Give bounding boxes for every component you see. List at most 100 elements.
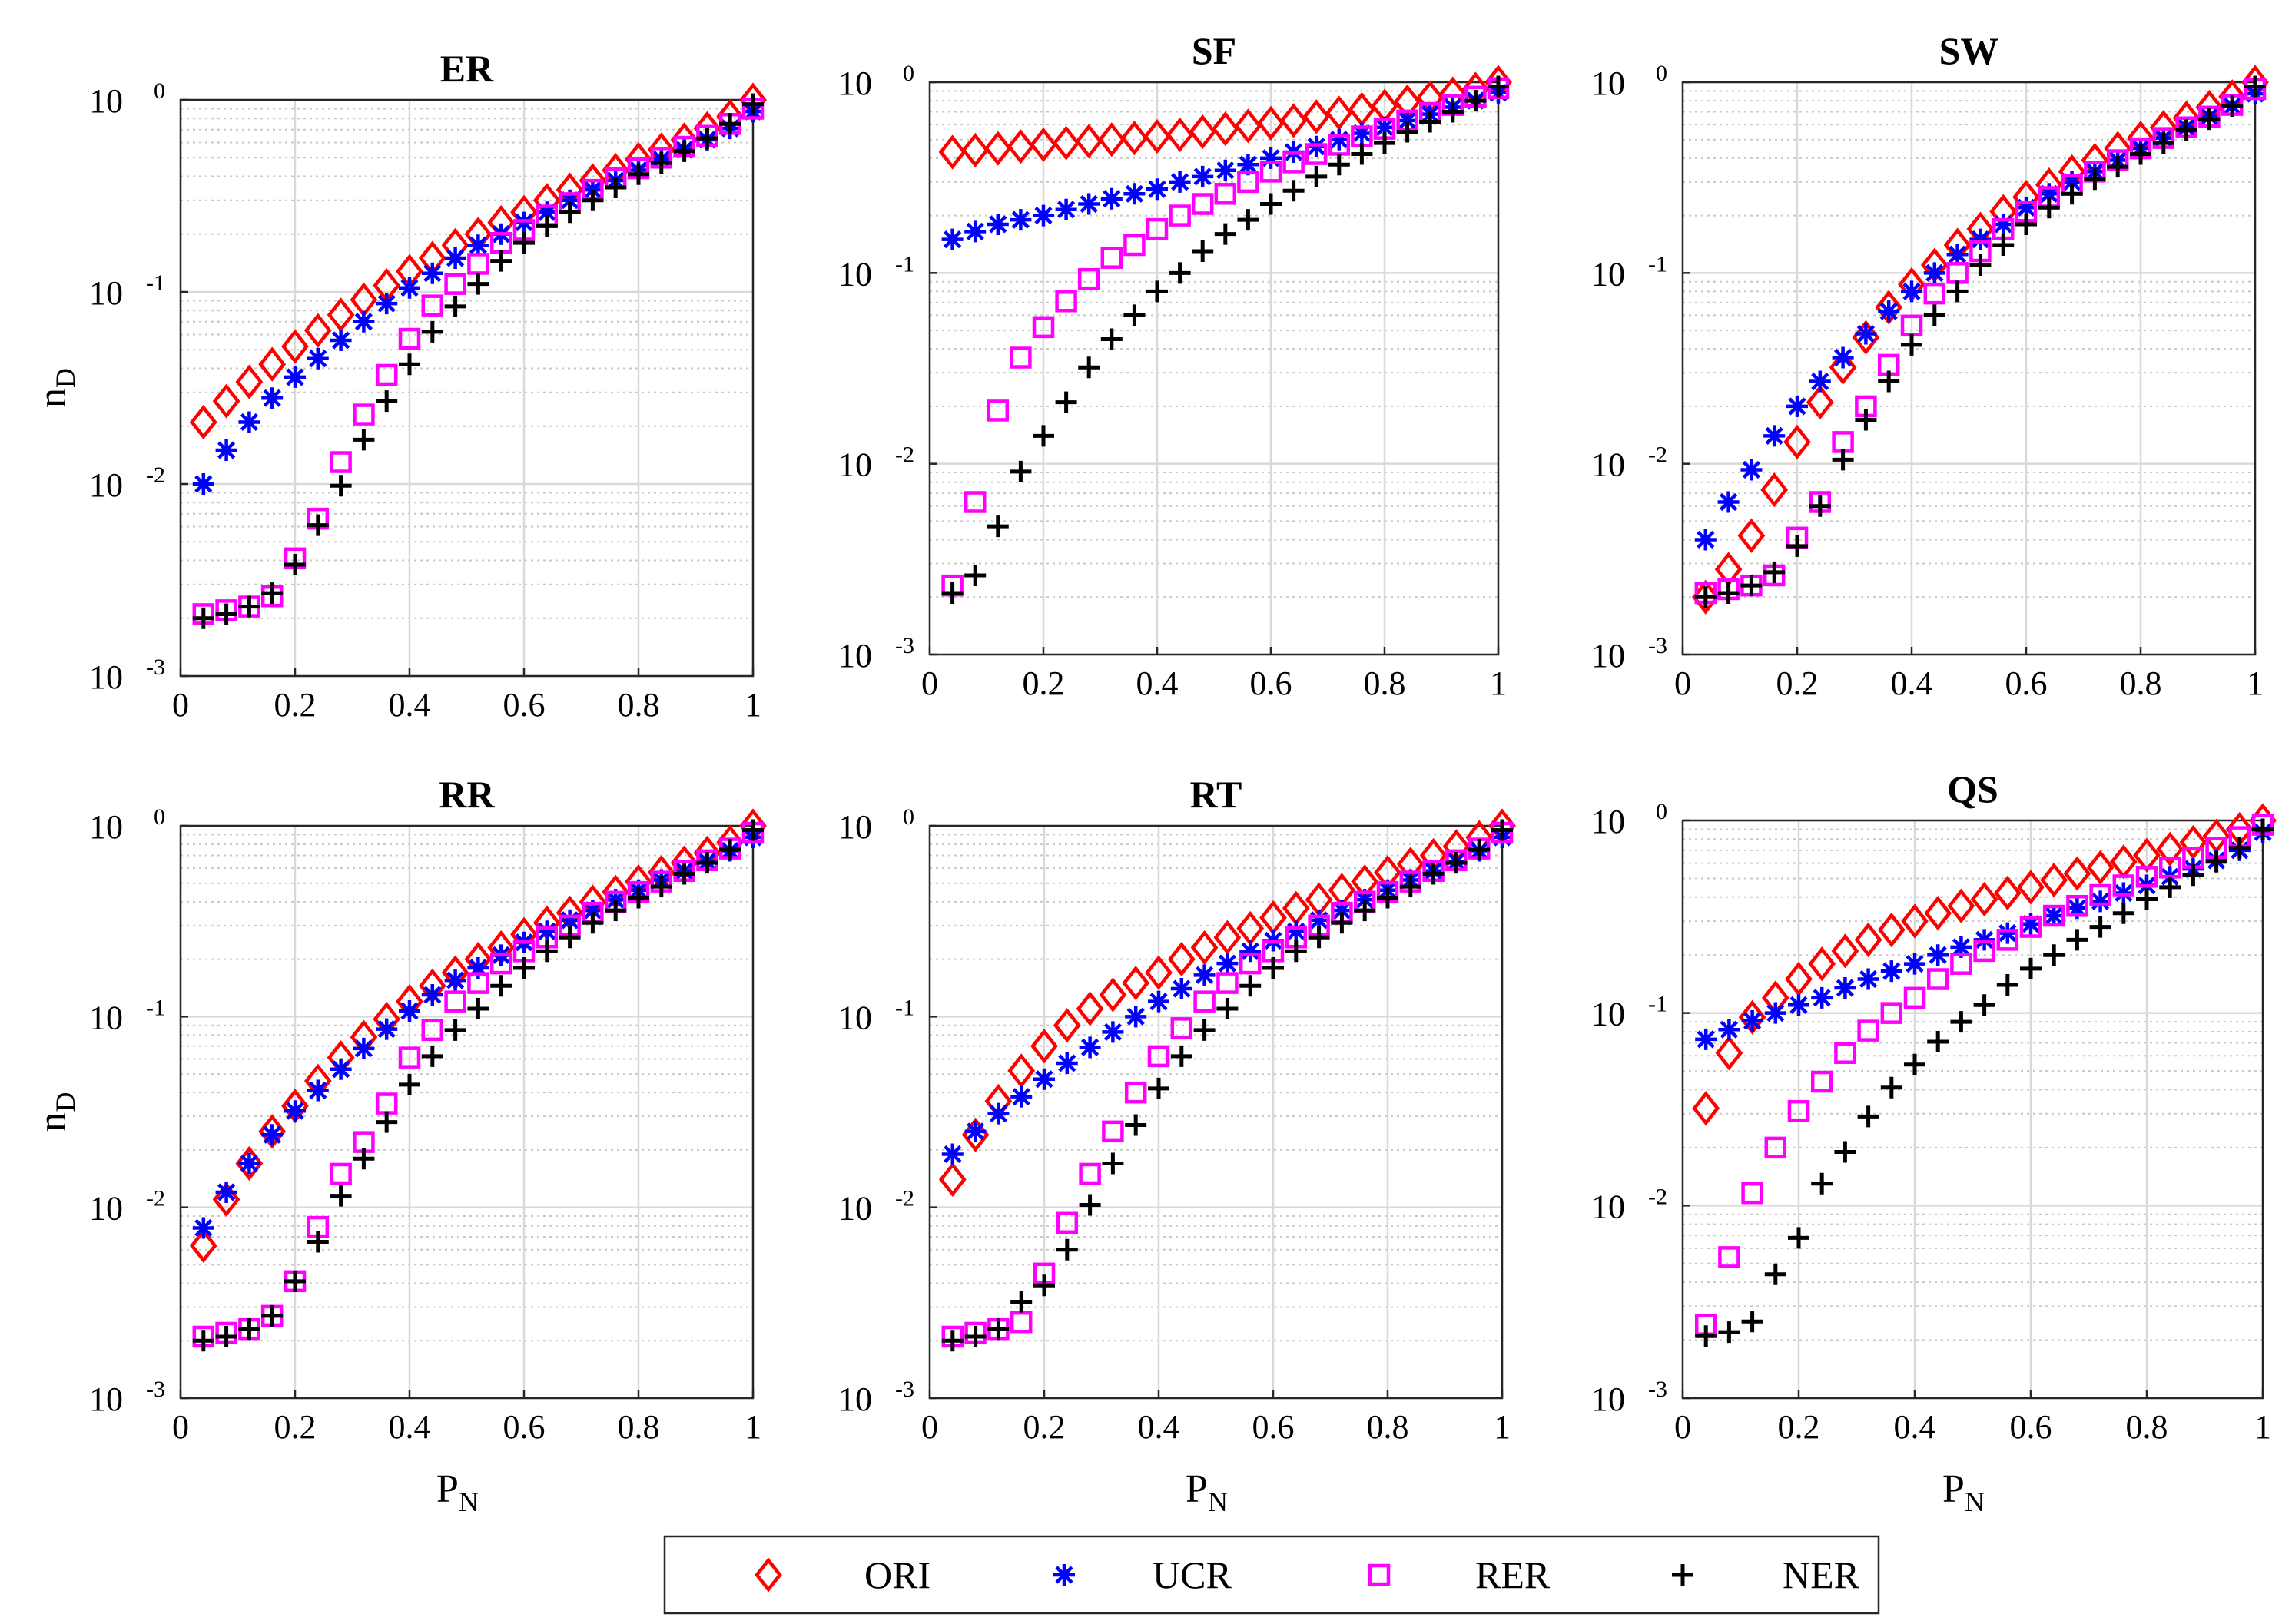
data-point-ucr [1950,936,1972,958]
data-point-ucr [1786,395,1808,417]
data-point-rer [1056,1211,1079,1235]
data-point-rer [1834,1042,1856,1064]
data-point-ner [1033,425,1054,447]
data-point-ner [1422,863,1445,885]
data-point-ucr [1764,1002,1786,1024]
data-point-ucr [376,293,398,315]
plot-area [1683,820,2263,1398]
data-point-ucr [1010,209,1032,231]
data-point-ucr [1331,900,1353,922]
data-point-ucr [1308,909,1330,931]
data-point-ucr [2015,197,2037,219]
data-point-ori [1211,111,1239,147]
data-point-ner [2198,108,2221,131]
data-point-ner [215,603,237,625]
data-point-ner [1100,328,1123,350]
data-point-ner [719,839,741,861]
x-tick-label: 0.4 [1136,665,1179,702]
data-point-rer [444,273,466,295]
data-point-ner [467,273,489,295]
data-point-ori [258,346,287,382]
data-point-ucr [1079,1036,1101,1059]
data-point-ucr [1973,929,1995,951]
data-point-ori [2156,831,2184,867]
data-point-rer [375,363,398,386]
data-point-ucr [1170,978,1192,1000]
data-point-ner [2066,929,2088,951]
data-point-ner [2205,850,2227,873]
data-point-rer [1239,952,1262,975]
x-tick-label: 1 [2254,1408,2271,1446]
chart-panel-sw: 0 0.2 0.4 0.6 0.8 1 10-3 10-2 10-1 10 0 SW [1591,29,2269,702]
data-point-rer [1787,1099,1810,1122]
data-point-ner [2084,168,2106,191]
data-point-ner [650,876,672,898]
y-tick-label: 10 -1 [89,270,165,312]
data-point-ner [1169,262,1191,284]
data-point-ucr [215,439,237,461]
data-point-ucr [1740,459,1763,481]
data-point-ori [1325,95,1353,131]
data-point-rer [1077,267,1100,290]
series-ner [941,75,1509,604]
series-ori [1692,803,2277,1126]
data-point-ucr [261,387,284,409]
x-tick-label: 0 [921,665,938,702]
data-point-ner [1468,839,1491,861]
data-point-ner [1763,561,1786,583]
data-point-ucr [353,1037,375,1059]
data-point-ner [2221,95,2244,118]
data-point-ner [399,1073,420,1095]
panel-title: SF [1192,29,1236,72]
data-point-ucr [2061,171,2083,193]
data-point-ner [307,514,329,536]
data-point-ucr [1193,964,1216,986]
data-point-ori [2063,856,2091,891]
data-point-ner [941,582,964,604]
data-point-ucr [1878,300,1900,323]
data-point-ori [235,1145,264,1182]
data-point-rer [1282,151,1305,174]
data-point-ner [2228,837,2251,859]
data-point-ner [1741,1311,1763,1333]
data-point-ucr [1033,204,1054,227]
data-point-ucr [1351,122,1373,144]
data-point-ori [1076,991,1104,1026]
data-point-ner [1878,370,1900,393]
data-point-ner [696,128,718,150]
y-tick-label: 10 -1 [838,251,914,293]
data-point-rer [1010,346,1032,369]
data-point-ucr [1285,920,1307,943]
data-point-ner [399,353,420,376]
data-point-ori [1075,124,1103,159]
data-point-ner [628,163,649,185]
data-point-ner [1123,304,1146,326]
data-point-ucr [353,310,375,333]
data-point-ner [1488,75,1509,98]
data-point-rer [330,1162,352,1185]
x-tick-label: 0 [921,1408,938,1446]
x-tick-label: 0.8 [2126,1408,2168,1446]
data-point-ori [258,1114,287,1149]
data-point-ori [1166,117,1194,153]
data-point-ner [1950,1011,1972,1033]
x-tick-label: 0 [172,1408,189,1446]
data-point-ner [1262,956,1284,979]
data-point-rer [1810,1070,1833,1093]
data-point-rer [421,294,444,317]
data-point-ori [212,1182,240,1218]
data-point-ori [1030,127,1057,163]
data-point-ner [536,940,558,963]
data-point-ner [696,852,718,874]
x-tick-label: 0.6 [1250,665,1292,702]
data-point-ner [490,975,512,997]
data-point-ner [513,232,535,254]
data-point-ner [1328,154,1350,176]
data-point-ner [1308,926,1330,949]
data-point-ori [1030,1029,1058,1064]
x-tick-label: 0.2 [274,1408,317,1446]
data-point-rer [1147,1045,1170,1068]
data-point-ner [1764,1263,1786,1285]
data-point-ner [1695,1325,1717,1347]
x-tick-label: 0.2 [1023,665,1065,702]
